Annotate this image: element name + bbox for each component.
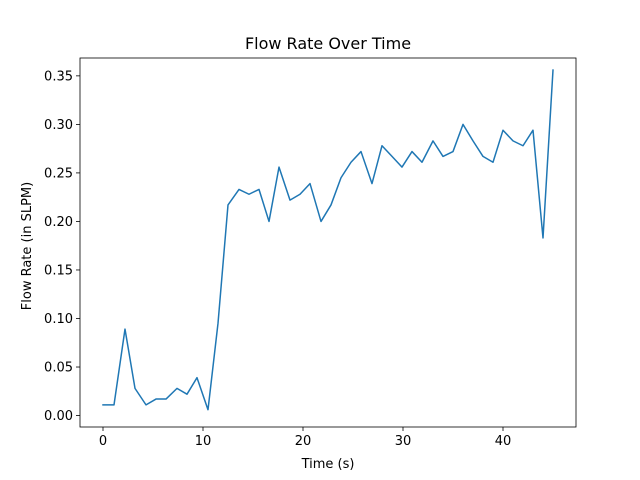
x-tick-label: 10	[195, 434, 212, 449]
y-tick-label: 0.00	[44, 409, 73, 424]
y-tick-label: 0.30	[44, 118, 73, 133]
chart-title: Flow Rate Over Time	[245, 34, 411, 53]
y-axis-label: Flow Rate (in SLPM)	[20, 182, 35, 310]
y-tick-label: 0.35	[44, 69, 73, 84]
y-tick-label: 0.05	[44, 361, 73, 376]
x-axis-label: Time (s)	[301, 457, 355, 472]
y-tick-label: 0.15	[44, 263, 73, 278]
y-tick-label: 0.10	[44, 312, 73, 327]
y-tick-label: 0.25	[44, 166, 73, 181]
x-tick-label: 20	[295, 434, 312, 449]
x-tick-label: 0	[99, 434, 107, 449]
x-tick-label: 30	[395, 434, 412, 449]
y-tick-label: 0.20	[44, 215, 73, 230]
x-tick-label: 40	[495, 434, 512, 449]
